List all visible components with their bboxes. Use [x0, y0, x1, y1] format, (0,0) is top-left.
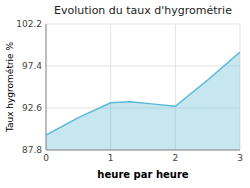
y-grid-line	[46, 24, 240, 25]
x-tick-label: 2	[172, 153, 178, 163]
y-axis-line	[46, 24, 47, 150]
y-grid-line	[46, 150, 240, 151]
x-grid-line	[46, 24, 47, 150]
line	[46, 52, 240, 135]
x-tick-label: 1	[108, 153, 114, 163]
y-tick-label: 92.6	[22, 103, 42, 113]
plot-area	[46, 52, 240, 150]
y-tick-label: 102.2	[16, 19, 42, 29]
x-axis-label: heure par heure	[97, 169, 188, 180]
area	[46, 52, 240, 150]
x-tick-label: 3	[237, 153, 243, 163]
x-axis-line	[46, 150, 240, 151]
chart: Evolution du taux d'hygrométrie 87.8 92.6 9…	[0, 0, 250, 188]
chart-container: Evolution du taux d'hygrométrie 87.8 92.6 9…	[0, 0, 250, 188]
grid	[46, 24, 240, 150]
x-tick-label: 0	[43, 153, 49, 163]
title: Evolution du taux d'hygrométrie	[54, 4, 232, 17]
y-grid-line	[46, 66, 240, 67]
y-tick-label: 97.4	[22, 61, 42, 71]
y-axis-label: Taux hygrométrie %	[5, 41, 15, 133]
y-tick-label: 87.8	[22, 145, 42, 155]
